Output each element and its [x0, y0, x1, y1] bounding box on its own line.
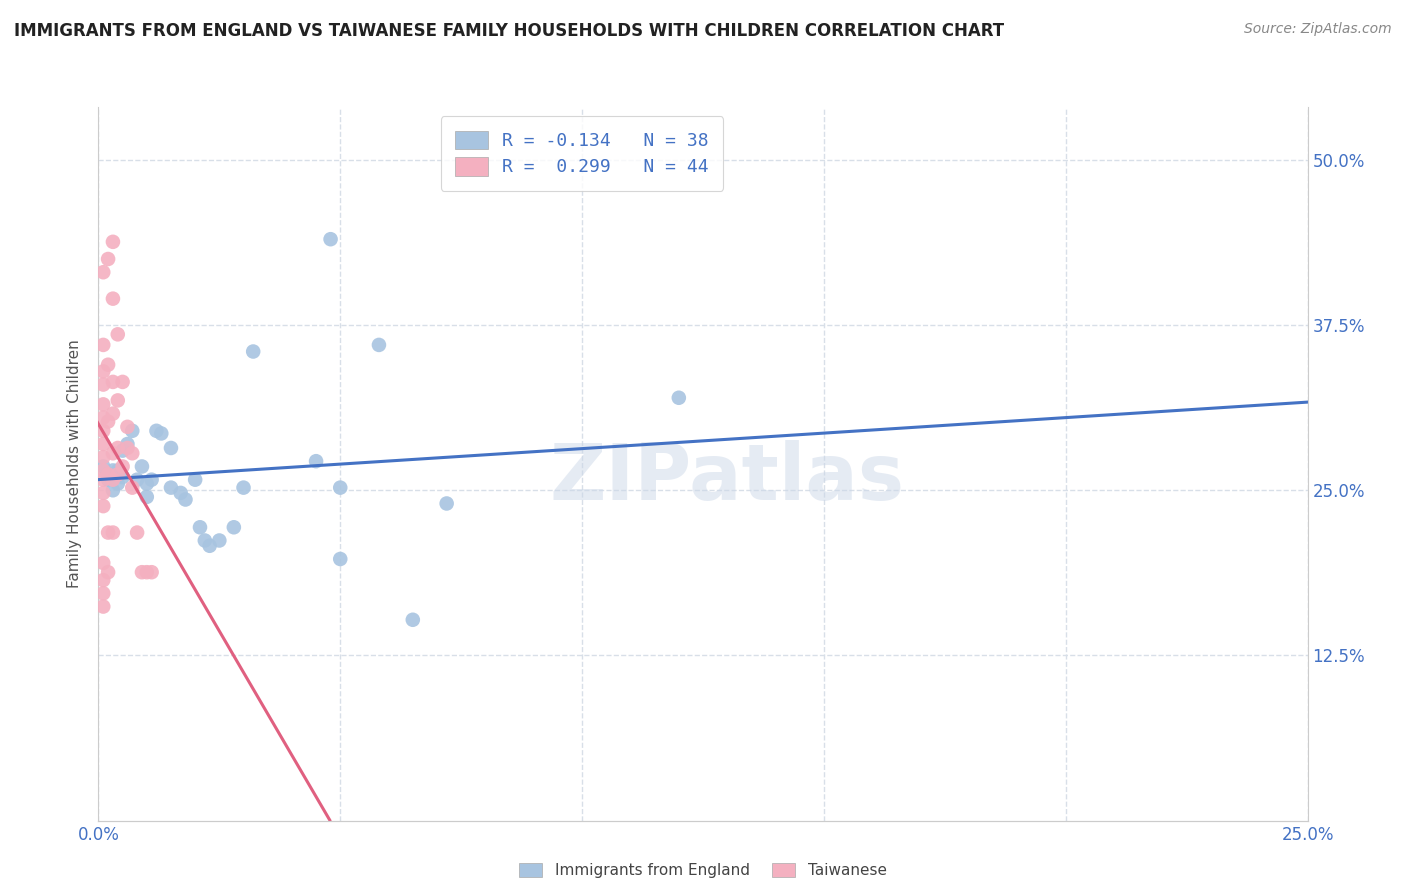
Point: [141, 565, 163, 579]
Point: [222, 520, 245, 534]
Text: Source: ZipAtlas.com: Source: ZipAtlas.com: [1244, 22, 1392, 37]
Point: [91, 265, 114, 279]
Point: [91, 397, 114, 411]
Y-axis label: Family Households with Children: Family Households with Children: [67, 340, 83, 588]
Point: [319, 232, 342, 246]
Point: [91, 556, 114, 570]
Point: [97, 415, 120, 429]
Point: [174, 492, 197, 507]
Point: [91, 424, 114, 438]
Point: [169, 486, 191, 500]
Legend: Immigrants from England, Taiwanese: Immigrants from England, Taiwanese: [513, 857, 893, 884]
Point: [107, 441, 129, 455]
Point: [91, 338, 114, 352]
Point: [107, 476, 129, 491]
Point: [91, 486, 114, 500]
Point: [111, 459, 134, 474]
Point: [117, 437, 139, 451]
Point: [198, 539, 221, 553]
Point: [117, 441, 139, 455]
Point: [91, 364, 114, 378]
Point: [101, 446, 124, 460]
Text: IMMIGRANTS FROM ENGLAND VS TAIWANESE FAMILY HOUSEHOLDS WITH CHILDREN CORRELATION: IMMIGRANTS FROM ENGLAND VS TAIWANESE FAM…: [14, 22, 1004, 40]
Point: [111, 443, 134, 458]
Point: [107, 463, 129, 477]
Point: [101, 525, 124, 540]
Point: [107, 327, 129, 342]
Point: [145, 424, 167, 438]
Point: [117, 420, 139, 434]
Point: [436, 496, 458, 510]
Point: [91, 450, 114, 465]
Point: [97, 467, 120, 482]
Point: [101, 292, 124, 306]
Point: [97, 473, 120, 487]
Point: [368, 338, 391, 352]
Point: [127, 473, 149, 487]
Point: [208, 533, 231, 548]
Point: [91, 437, 114, 451]
Point: [91, 599, 114, 614]
Point: [121, 424, 143, 438]
Point: [91, 463, 114, 477]
Point: [91, 410, 114, 425]
Point: [107, 467, 129, 482]
Point: [97, 252, 120, 266]
Point: [329, 481, 352, 495]
Point: [101, 463, 124, 477]
Point: [91, 573, 114, 587]
Point: [111, 375, 134, 389]
Point: [160, 441, 183, 455]
Point: [131, 459, 153, 474]
Point: [127, 525, 149, 540]
Point: [91, 459, 114, 474]
Point: [402, 613, 425, 627]
Point: [668, 391, 690, 405]
Point: [101, 235, 124, 249]
Point: [97, 525, 120, 540]
Point: [242, 344, 264, 359]
Point: [131, 565, 153, 579]
Legend: R = -0.134   N = 38, R =  0.299   N = 44: R = -0.134 N = 38, R = 0.299 N = 44: [441, 116, 723, 191]
Point: [232, 481, 254, 495]
Point: [135, 565, 157, 579]
Point: [101, 483, 124, 498]
Point: [135, 490, 157, 504]
Point: [97, 358, 120, 372]
Point: [91, 586, 114, 600]
Point: [111, 470, 134, 484]
Point: [305, 454, 328, 468]
Point: [188, 520, 211, 534]
Point: [194, 533, 217, 548]
Point: [150, 426, 173, 441]
Point: [91, 499, 114, 513]
Point: [101, 473, 124, 487]
Point: [121, 446, 143, 460]
Point: [91, 377, 114, 392]
Text: ZIPatlas: ZIPatlas: [550, 440, 904, 516]
Point: [184, 473, 207, 487]
Point: [101, 375, 124, 389]
Point: [107, 393, 129, 408]
Point: [160, 481, 183, 495]
Point: [135, 476, 157, 491]
Point: [91, 473, 114, 487]
Point: [97, 467, 120, 482]
Point: [121, 481, 143, 495]
Point: [329, 552, 352, 566]
Point: [97, 565, 120, 579]
Point: [141, 473, 163, 487]
Point: [101, 407, 124, 421]
